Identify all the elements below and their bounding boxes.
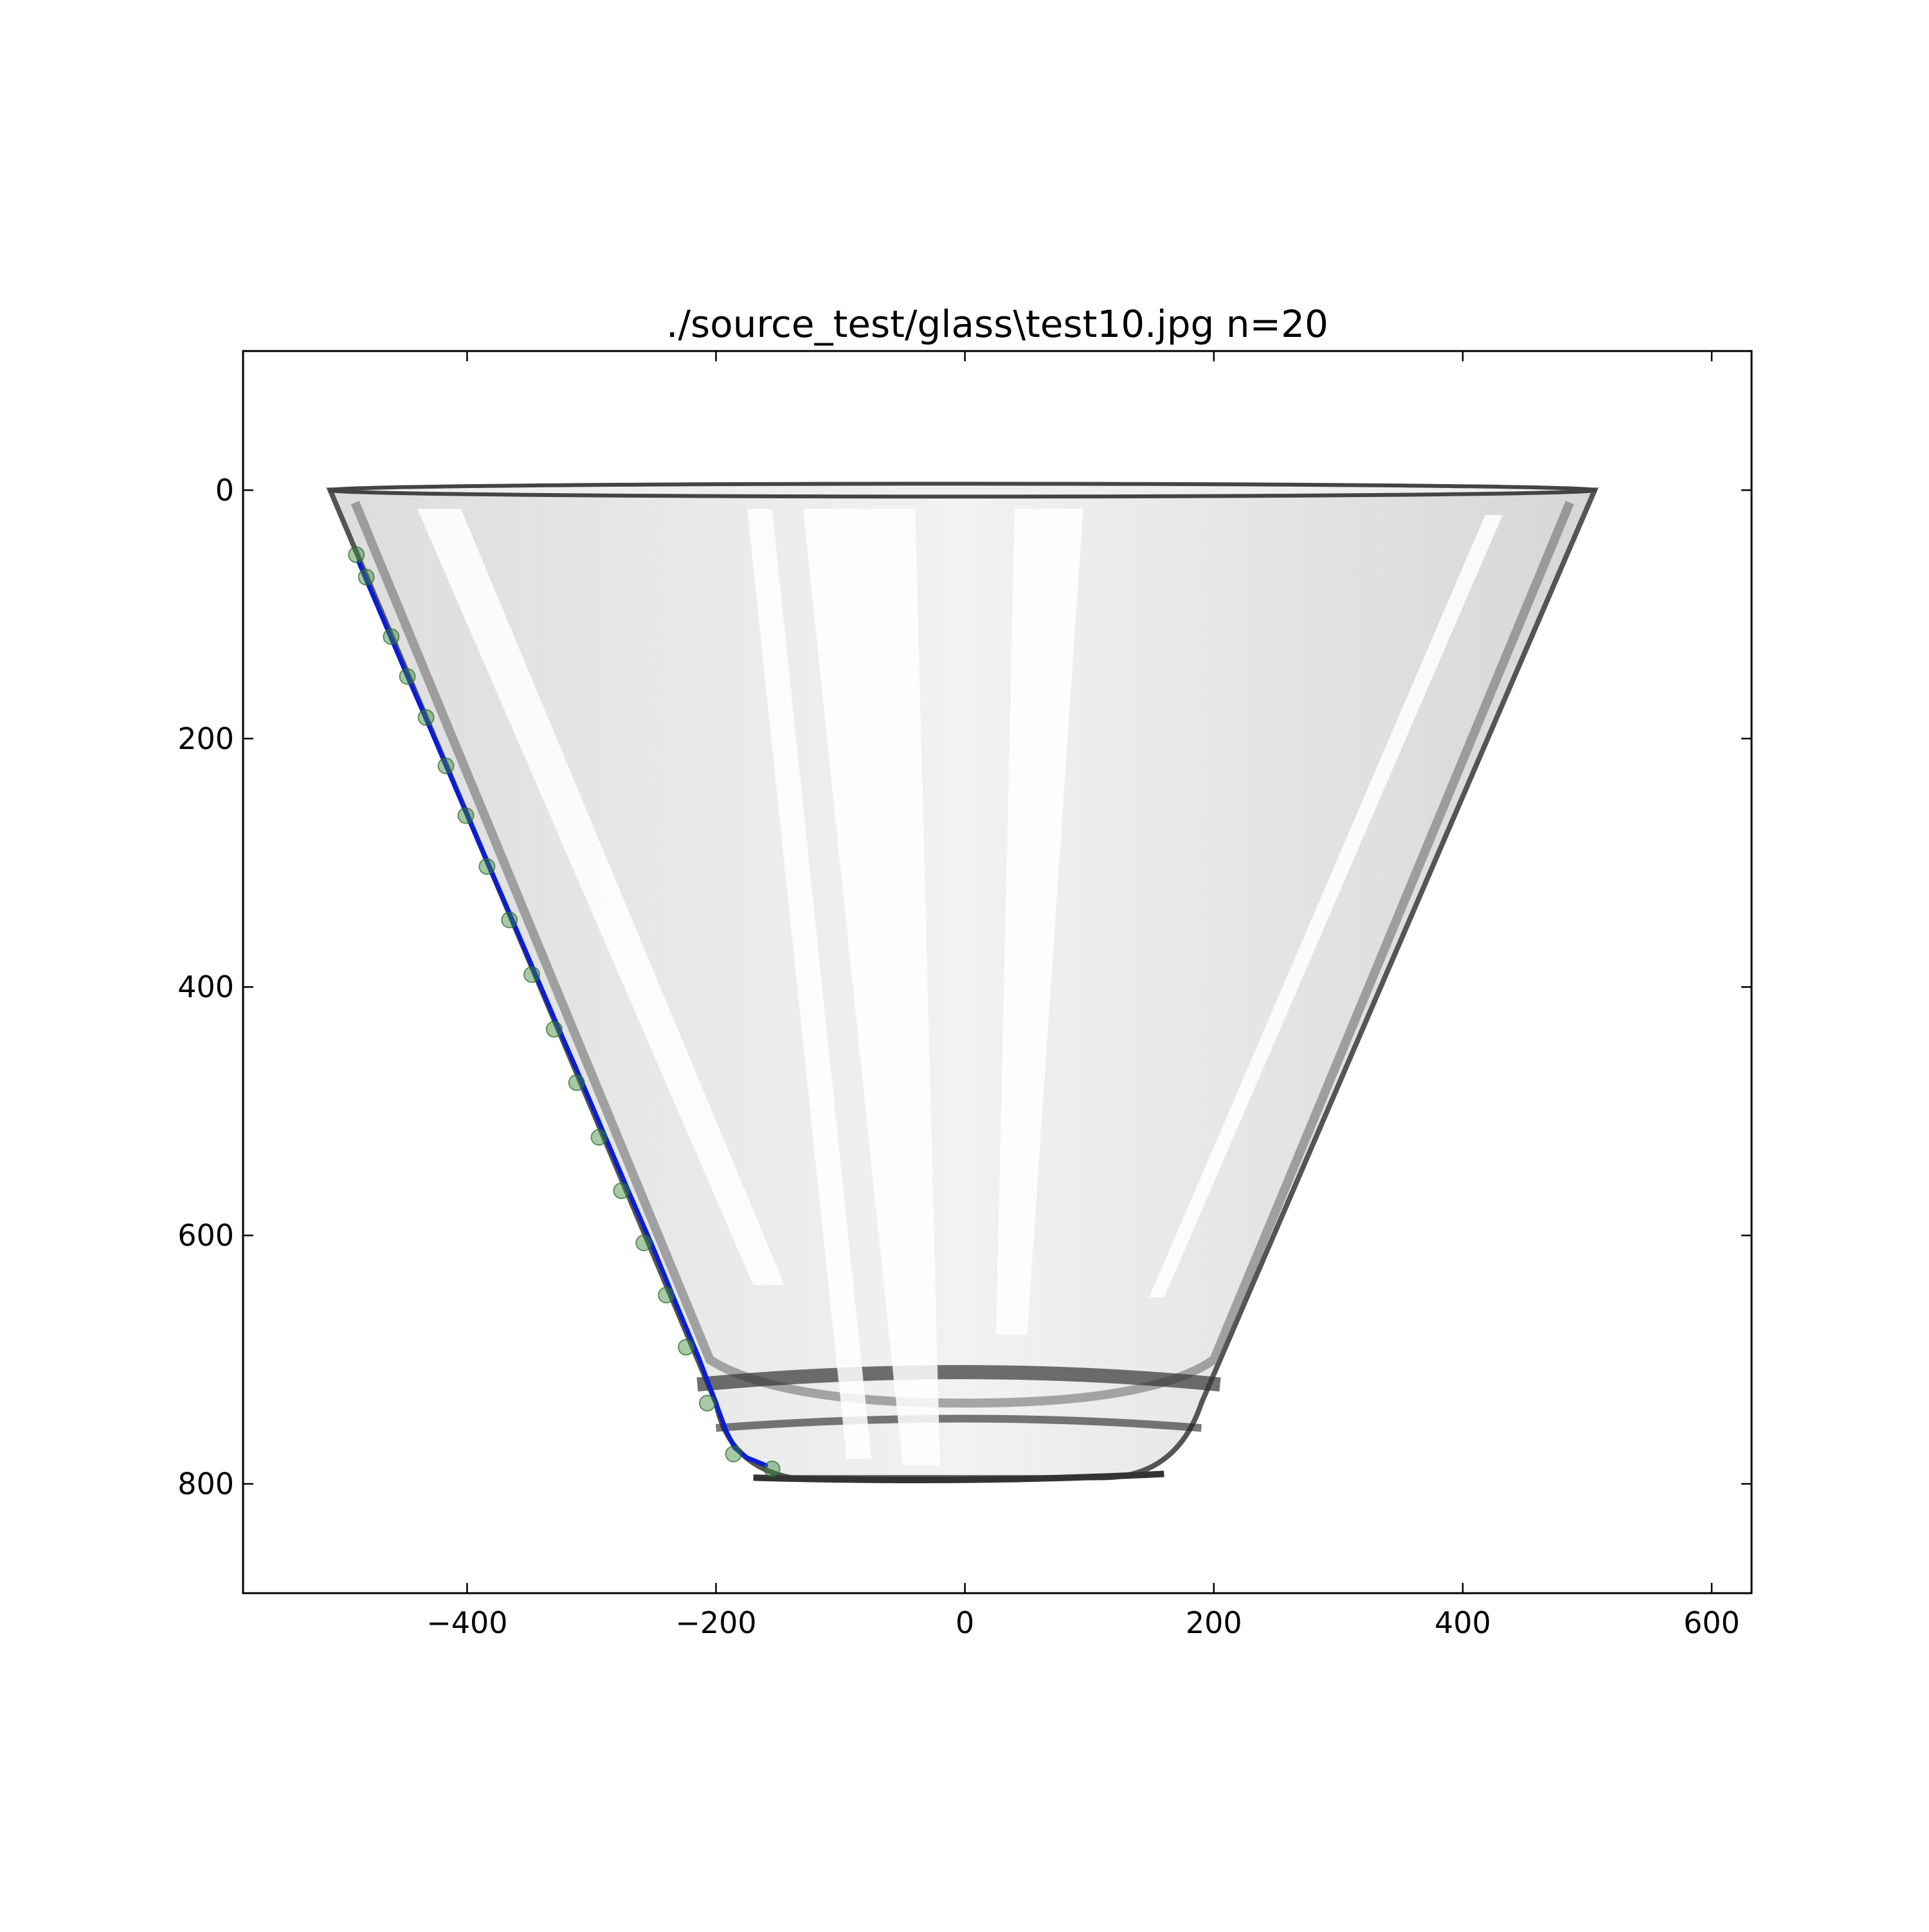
glass-base-band: [696, 1365, 1221, 1392]
data-point: [568, 1074, 585, 1091]
axes-frame: [242, 350, 1753, 1594]
data-point: [457, 807, 475, 824]
glass-base-band-lower: [716, 1414, 1202, 1432]
data-point: [635, 1234, 653, 1252]
glass-highlight: [996, 509, 1083, 1335]
data-point: [478, 858, 496, 875]
data-point: [678, 1339, 695, 1356]
y-tick-label: 200: [177, 721, 234, 756]
data-point: [725, 1445, 742, 1463]
data-point: [658, 1286, 675, 1304]
data-point: [348, 546, 365, 563]
data-point: [545, 1020, 563, 1038]
y-tick-label: 600: [177, 1218, 234, 1253]
data-point: [613, 1182, 630, 1200]
glass-body: [326, 487, 1599, 1481]
x-tick-label: 400: [1435, 1605, 1491, 1640]
x-tick-label: 0: [955, 1605, 974, 1640]
glass-rim: [328, 482, 1597, 499]
glass-image: [326, 482, 1599, 1484]
data-point: [417, 709, 435, 726]
glass-highlight: [417, 509, 785, 1285]
data-point: [399, 668, 416, 685]
x-tick-label: −200: [675, 1605, 756, 1640]
data-point: [358, 568, 375, 586]
x-tick-label: −400: [426, 1605, 507, 1640]
data-point: [523, 966, 541, 983]
data-point: [763, 1460, 781, 1477]
x-tick-label: 600: [1683, 1605, 1740, 1640]
data-point: [590, 1128, 608, 1146]
series-layer: [348, 546, 781, 1477]
data-point: [437, 757, 455, 775]
data-point: [698, 1395, 716, 1412]
y-tick-label: 400: [177, 970, 234, 1004]
glass-highlight: [803, 509, 940, 1466]
glass-highlight: [1149, 515, 1503, 1298]
y-axis: 0 200 400 600 800: [177, 473, 1752, 1501]
y-tick-label: 0: [215, 473, 234, 507]
fit-line: [356, 559, 768, 1468]
glass-highlight: [747, 509, 872, 1459]
glass-foot-edge: [753, 1470, 1164, 1484]
x-axis: −400 −200 0 200 400 600: [426, 351, 1740, 1640]
data-point: [501, 911, 518, 928]
x-tick-label: 200: [1186, 1605, 1242, 1640]
y-tick-label: 800: [177, 1467, 234, 1501]
data-point: [383, 628, 400, 646]
chart-title: ./source_test/glass\test10.jpg n=20: [666, 302, 1328, 346]
